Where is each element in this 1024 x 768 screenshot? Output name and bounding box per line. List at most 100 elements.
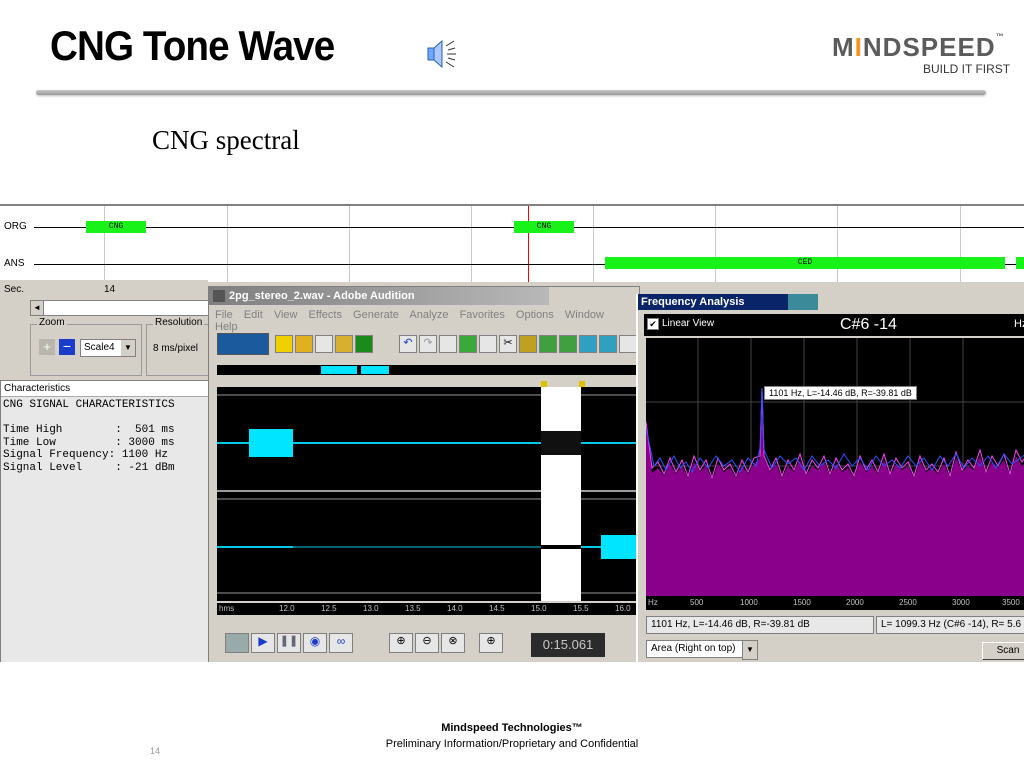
time-display: 0:15.061: [531, 633, 605, 657]
pause-button[interactable]: ❚❚: [277, 633, 301, 653]
zoom-out-button[interactable]: −: [59, 339, 75, 355]
overview-range: [321, 366, 357, 374]
playhead-marker: [528, 206, 529, 282]
linear-view-label: Linear View: [662, 318, 715, 329]
waveform-display[interactable]: [217, 387, 637, 601]
undo-icon[interactable]: ↶: [399, 335, 417, 353]
overview-range-2: [361, 366, 389, 374]
edit-view-toggle[interactable]: [217, 333, 269, 355]
menu-view[interactable]: View: [273, 309, 298, 321]
scroll-left-icon[interactable]: ◄: [31, 301, 44, 315]
generate-icon[interactable]: [559, 335, 577, 353]
characteristics-header: Characteristics: [1, 381, 209, 397]
chevron-down-icon[interactable]: ▼: [121, 340, 135, 356]
zoom-label: Zoom: [37, 317, 67, 328]
selection-start-marker[interactable]: [541, 381, 547, 387]
spectral-icon[interactable]: [579, 335, 597, 353]
left-panel: Sec. 14 ◄ Zoom + − Scale4 ▼ Resolution 8…: [0, 280, 210, 662]
call-timeline: ORG CNG CNG ANS CED: [0, 204, 1024, 282]
resolution-group: Resolution 8 ms/pixel: [146, 317, 210, 376]
time-axis: hms 12.0 12.5 13.0 13.5 14.0 14.5 15.0 1…: [217, 603, 637, 615]
time-tick: 14.5: [489, 604, 505, 613]
menu-analyze[interactable]: Analyze: [409, 309, 449, 321]
play-to-end-button[interactable]: ◉: [303, 633, 327, 653]
characteristics-panel: Characteristics CNG SIGNAL CHARACTERISTI…: [0, 380, 210, 662]
selection-end-marker[interactable]: [579, 381, 585, 387]
spectrum-plot[interactable]: 1101 Hz, L=-14.46 dB, R=-39.81 dB: [646, 338, 1024, 596]
menu-generate[interactable]: Generate: [353, 309, 399, 321]
menu-favorites[interactable]: Favorites: [459, 309, 505, 321]
display-mode-value: Area (Right on top): [651, 643, 736, 654]
repeat-icon[interactable]: [439, 335, 457, 353]
zoom-full-icon[interactable]: ⊗: [441, 633, 465, 653]
save-icon[interactable]: [315, 335, 333, 353]
analysis-icon[interactable]: [599, 335, 617, 353]
frequency-analysis-titlebar[interactable]: Frequency Analysis: [638, 294, 817, 310]
paste-icon[interactable]: [519, 335, 537, 353]
resolution-label: Resolution: [153, 317, 205, 328]
characteristics-text: CNG SIGNAL CHARACTERISTICS Time High : 5…: [3, 399, 175, 474]
logo-tagline: BUILD IT FIRST: [923, 62, 1011, 76]
audition-menubar: File Edit View Effects Generate Analyze …: [215, 309, 639, 333]
titlebar-fade: [788, 294, 818, 310]
open-file-icon[interactable]: [295, 335, 313, 353]
zoom-in-button[interactable]: +: [39, 339, 55, 355]
stop-button[interactable]: [225, 633, 249, 653]
frequency-axis: Hz 500 1000 1500 2000 2500 3000 3500: [646, 596, 1024, 610]
zoom-out-h-icon[interactable]: ⊖: [415, 633, 439, 653]
time-tick: 14.0: [447, 604, 463, 613]
frequency-tick: 2500: [899, 598, 917, 607]
menu-file[interactable]: File: [215, 309, 233, 321]
record-file-icon[interactable]: [355, 335, 373, 353]
row-label-org: ORG: [4, 221, 27, 232]
slide-subtitle: CNG spectral: [152, 125, 300, 155]
page-number: 14: [150, 746, 161, 756]
ced-bar[interactable]: CED: [605, 257, 1005, 269]
menu-window[interactable]: Window: [564, 309, 604, 321]
redo-icon[interactable]: ↷: [419, 335, 437, 353]
trim-icon[interactable]: [459, 335, 477, 353]
frequency-analysis-window: Frequency Analysis ✔ Linear View C#6 -14…: [636, 294, 1024, 662]
zoom-in-h-icon[interactable]: ⊕: [389, 633, 413, 653]
frequency-axis-unit: Hz: [648, 598, 658, 607]
note-readout: C#6 -14: [840, 316, 897, 333]
row-label-ans: ANS: [4, 258, 25, 269]
linear-view-checkbox[interactable]: ✔: [647, 318, 659, 330]
screenshot-panel: ORG CNG CNG ANS CED Sec. 14 ◄ Zoom + − S…: [0, 204, 1024, 662]
frequency-tick: 1500: [793, 598, 811, 607]
time-tick: 15.5: [573, 604, 589, 613]
copy-icon[interactable]: [479, 335, 497, 353]
play-button[interactable]: ▶: [251, 633, 275, 653]
cursor-readout: 1101 Hz, L=-14.46 dB, R=-39.81 dB: [646, 616, 874, 634]
cut-icon[interactable]: ✂: [499, 335, 517, 353]
mix-paste-icon[interactable]: [539, 335, 557, 353]
loop-button[interactable]: ∞: [329, 633, 353, 653]
zoom-select-value: Scale4: [84, 342, 115, 353]
audition-titlebar[interactable]: 2pg_stereo_2.wav - Adobe Audition: [209, 287, 549, 305]
menu-help[interactable]: Help: [215, 321, 238, 333]
time-tick: 12.5: [321, 604, 337, 613]
zoom-in-v-icon[interactable]: ⊕: [479, 633, 503, 653]
mindspeed-logo: MINDSPEED™: [832, 32, 1005, 62]
chevron-down-icon[interactable]: ▼: [742, 640, 758, 660]
speaker-icon[interactable]: [424, 37, 464, 71]
frequency-tick: 1000: [740, 598, 758, 607]
overview-bar[interactable]: [217, 365, 637, 375]
resolution-value: 8 ms/pixel: [153, 343, 199, 354]
menu-edit[interactable]: Edit: [243, 309, 263, 321]
display-mode-select[interactable]: Area (Right on top): [646, 640, 758, 658]
new-file-icon[interactable]: [275, 335, 293, 353]
menu-options[interactable]: Options: [515, 309, 554, 321]
row-label-sec: Sec.: [4, 284, 25, 295]
zoom-group: Zoom + − Scale4 ▼: [30, 317, 142, 376]
frequency-tick: 3000: [952, 598, 970, 607]
zoom-select[interactable]: Scale4 ▼: [80, 339, 136, 357]
timeline-scrollbar[interactable]: ◄: [30, 300, 210, 316]
save-all-icon[interactable]: [335, 335, 353, 353]
frequency-tick: 3500: [1002, 598, 1020, 607]
scan-button[interactable]: Scan: [982, 642, 1024, 660]
cng-bar-1[interactable]: CNG: [86, 221, 146, 233]
menu-effects[interactable]: Effects: [308, 309, 342, 321]
cng-bar-2[interactable]: CNG: [514, 221, 574, 233]
toolbar-more-icon[interactable]: [619, 335, 637, 353]
